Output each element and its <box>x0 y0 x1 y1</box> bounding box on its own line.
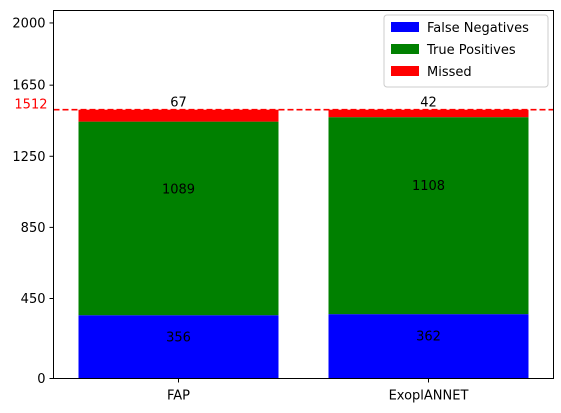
y-tick-label-0: 0 <box>37 372 45 387</box>
legend-swatch-true-positives <box>391 44 419 54</box>
value-label-true-positives-exoplannet: 1108 <box>412 179 445 194</box>
y-tick-label-450: 450 <box>21 292 46 307</box>
reference-line-label: 1512 <box>14 98 47 113</box>
legend-label-missed: Missed <box>427 65 472 80</box>
legend-swatch-missed <box>391 66 419 76</box>
x-axis: FAP ExoplANNET <box>167 378 469 404</box>
bars-layer <box>78 109 529 379</box>
value-label-false-negatives-fap: 356 <box>166 330 191 345</box>
legend-frame <box>383 14 549 88</box>
plot-frame <box>53 10 554 379</box>
value-label-missed-exoplannet: 42 <box>420 96 437 111</box>
bar-false-negatives-fap <box>78 315 279 379</box>
y-tick-label-1250: 1250 <box>12 150 45 165</box>
y-tick-label-2000: 2000 <box>12 16 45 31</box>
y-axis: 0 450 850 1250 1650 2000 1512 <box>12 16 54 387</box>
y-tick-label-850: 850 <box>21 221 46 236</box>
legend-label-false-negatives: False Negatives <box>427 21 529 36</box>
value-label-missed-fap: 67 <box>170 96 187 111</box>
value-label-false-negatives-exoplannet: 362 <box>416 330 441 345</box>
bar-true-positives-exoplannet <box>328 117 529 315</box>
value-labels-layer: 356 1089 67 362 1108 42 <box>162 96 445 346</box>
bar-missed-exoplannet <box>328 109 529 118</box>
legend: False Negatives True Positives Missed <box>383 14 549 88</box>
x-tick-label-fap: FAP <box>167 389 190 404</box>
legend-swatch-false-negatives <box>391 22 419 32</box>
y-tick-label-1650: 1650 <box>12 79 45 94</box>
legend-label-true-positives: True Positives <box>426 43 516 58</box>
value-label-true-positives-fap: 1089 <box>162 182 195 197</box>
bar-true-positives-fap <box>78 121 279 316</box>
bar-missed-fap <box>78 109 279 122</box>
bar-false-negatives-exoplannet <box>328 314 529 379</box>
x-tick-label-exoplannet: ExoplANNET <box>389 389 469 404</box>
